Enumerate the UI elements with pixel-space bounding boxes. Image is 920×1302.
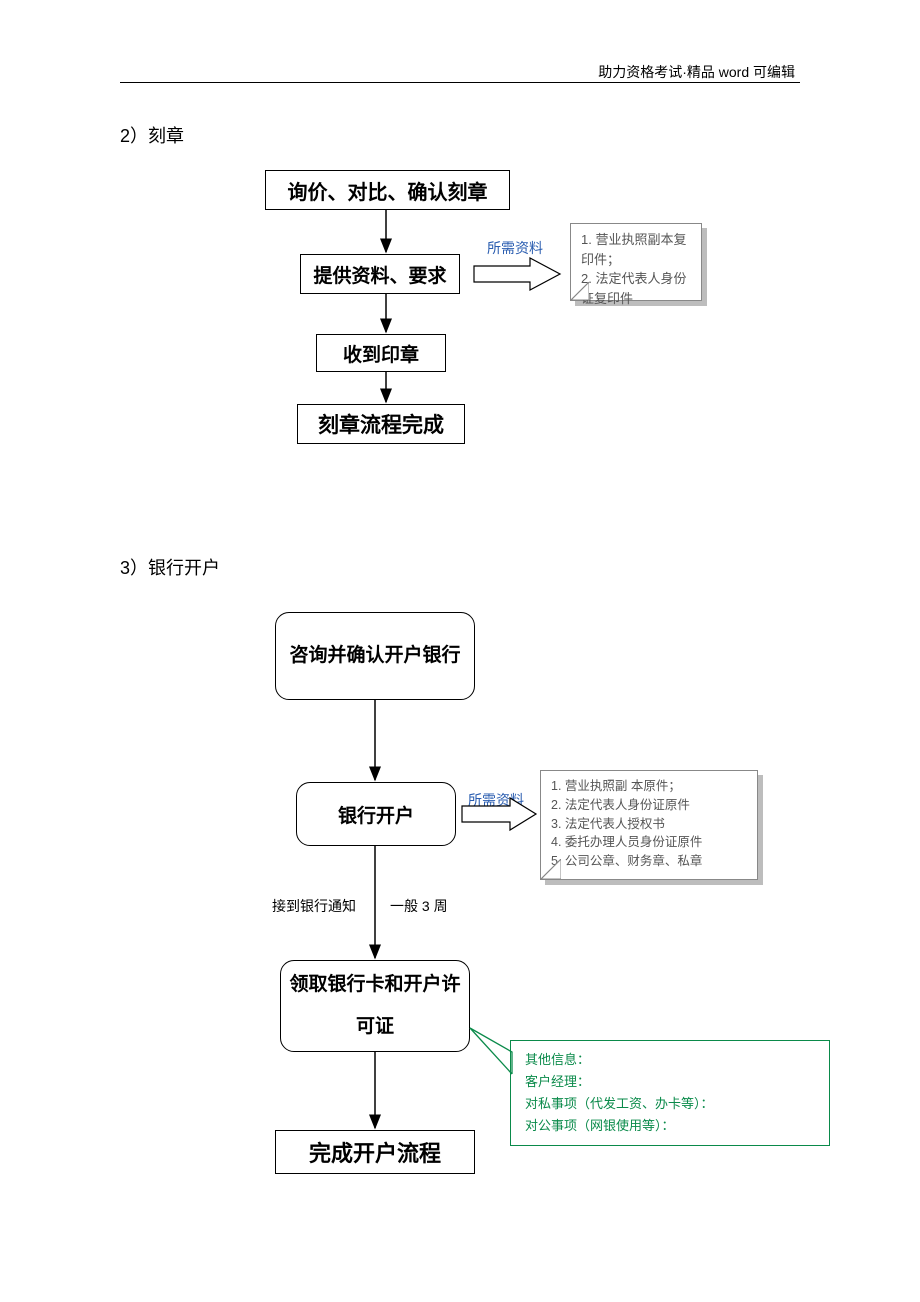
s1-node-receive: 收到印章 [316,334,446,372]
s2-mid-label-right: 一般 3 周 [390,896,448,916]
s2-node-consult-text: 咨询并确认开户银行 [289,635,460,677]
header-rule [120,82,800,83]
s2-node-consult: 咨询并确认开户银行 [275,612,475,700]
section-2-title: 3）银行开户 [120,554,220,580]
s2-node-receive-text: 领取银行卡和开户许可证 [289,964,461,1048]
s2-note-line4: 4. 委托办理人员身份证原件 [551,833,747,852]
s2-note: 1. 营业执照副 本原件； 2. 法定代表人身份证原件 3. 法定代表人授权书 … [540,770,758,880]
s2-callout: 其他信息： 客户经理： 对私事项（代发工资、办卡等）： 对公事项（网银使用等）： [510,1040,830,1146]
s2-note-line3: 3. 法定代表人授权书 [551,815,747,834]
s1-node-provide: 提供资料、要求 [300,254,460,294]
s2-mid-label-left: 接到银行通知 [272,896,356,916]
page-header-text: 助力资格考试·精品 word 可编辑 [598,62,795,82]
s2-node-open: 银行开户 [296,782,456,846]
s1-note-line2: 2. 法定代表人身份证复印件 [581,269,691,308]
s2-side-label: 所需资料 [468,790,524,810]
section-1-title: 2）刻章 [120,122,184,148]
s2-note-line2: 2. 法定代表人身份证原件 [551,796,747,815]
s2-callout-line3: 对私事项（代发工资、办卡等）： [525,1093,815,1115]
s1-block-arrow-icon [474,258,560,290]
s1-side-label: 所需资料 [487,238,543,258]
s1-node-complete: 刻章流程完成 [297,404,465,444]
s2-note-line1: 1. 营业执照副 本原件； [551,777,747,796]
s2-callout-line1: 其他信息： [525,1049,815,1071]
document-page: 助力资格考试·精品 word 可编辑 2）刻章 询价、对比、确认刻章 提供资料、… [0,0,920,1302]
s1-node-inquiry: 询价、对比、确认刻章 [265,170,510,210]
s2-callout-line2: 客户经理： [525,1071,815,1093]
s2-note-fold-icon [541,859,561,879]
s2-note-line5: 5. 公司公章、财务章、私章 [551,852,747,871]
s1-note: 1. 营业执照副本复印件； 2. 法定代表人身份证复印件 [570,223,702,301]
s1-note-line1: 1. 营业执照副本复印件； [581,230,691,269]
s2-node-receive: 领取银行卡和开户许可证 [280,960,470,1052]
s2-node-complete: 完成开户流程 [275,1130,475,1174]
s2-callout-line4: 对公事项（网银使用等）： [525,1115,815,1137]
s1-note-fold-icon [571,282,589,300]
